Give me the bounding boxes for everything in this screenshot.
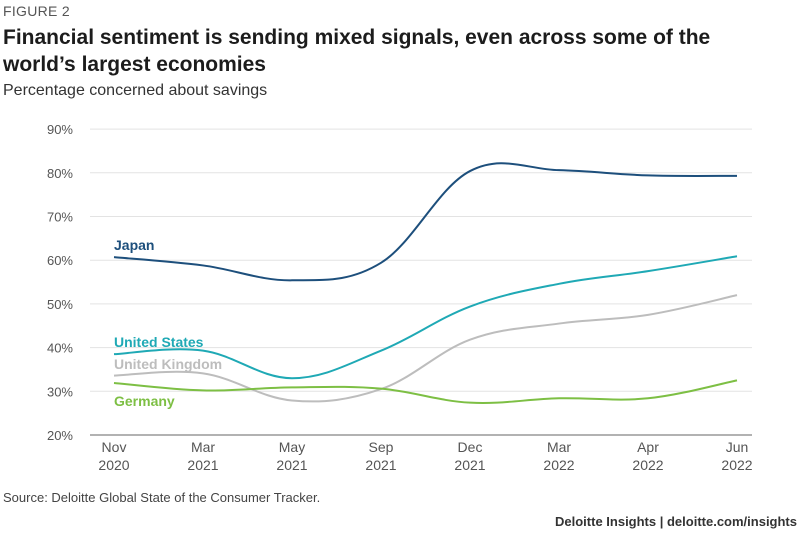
x-tick-label: Jun (726, 439, 749, 455)
series-line-japan (113, 162, 738, 282)
y-tick-label: 70% (47, 210, 73, 225)
x-tick-label: Mar (547, 439, 571, 455)
series-line-united-kingdom (113, 294, 738, 403)
chart-title: Financial sentiment is sending mixed sig… (3, 26, 711, 76)
x-tick-label: Dec (458, 439, 483, 455)
x-tick-label: 2020 (98, 457, 129, 473)
series-label: Germany (114, 393, 175, 409)
x-tick-label: 2021 (276, 457, 307, 473)
x-tick-label: Apr (637, 439, 659, 455)
series-label: United States (114, 334, 204, 350)
x-tick-label: Nov (102, 439, 127, 455)
y-tick-label: 40% (47, 341, 73, 356)
series-line-united-states (113, 255, 738, 380)
x-tick-label: Sep (369, 439, 394, 455)
x-tick-label: 2022 (632, 457, 663, 473)
series-label: Japan (114, 237, 154, 253)
y-tick-label: 90% (47, 122, 73, 137)
y-tick-label: 20% (47, 428, 73, 443)
chart-subtitle: Percentage concerned about savings (3, 82, 268, 99)
x-tick-label: 2021 (365, 457, 396, 473)
x-tick-label: 2022 (543, 457, 574, 473)
x-tick-label: 2021 (187, 457, 218, 473)
brand-footer: Deloitte Insights | deloitte.com/insight… (555, 514, 797, 529)
series-label: United Kingdom (114, 356, 222, 372)
y-tick-label: 80% (47, 166, 73, 181)
y-tick-label: 60% (47, 253, 73, 268)
x-tick-label: May (279, 439, 305, 455)
series-line-germany (113, 379, 738, 404)
y-tick-label: 50% (47, 297, 73, 312)
x-tick-label: 2021 (454, 457, 485, 473)
x-tick-label: 2022 (721, 457, 752, 473)
figure-label: FIGURE 2 (3, 3, 70, 19)
source-note: Source: Deloitte Global State of the Con… (3, 490, 321, 505)
x-tick-label: Mar (191, 439, 215, 455)
y-tick-label: 30% (47, 384, 73, 399)
